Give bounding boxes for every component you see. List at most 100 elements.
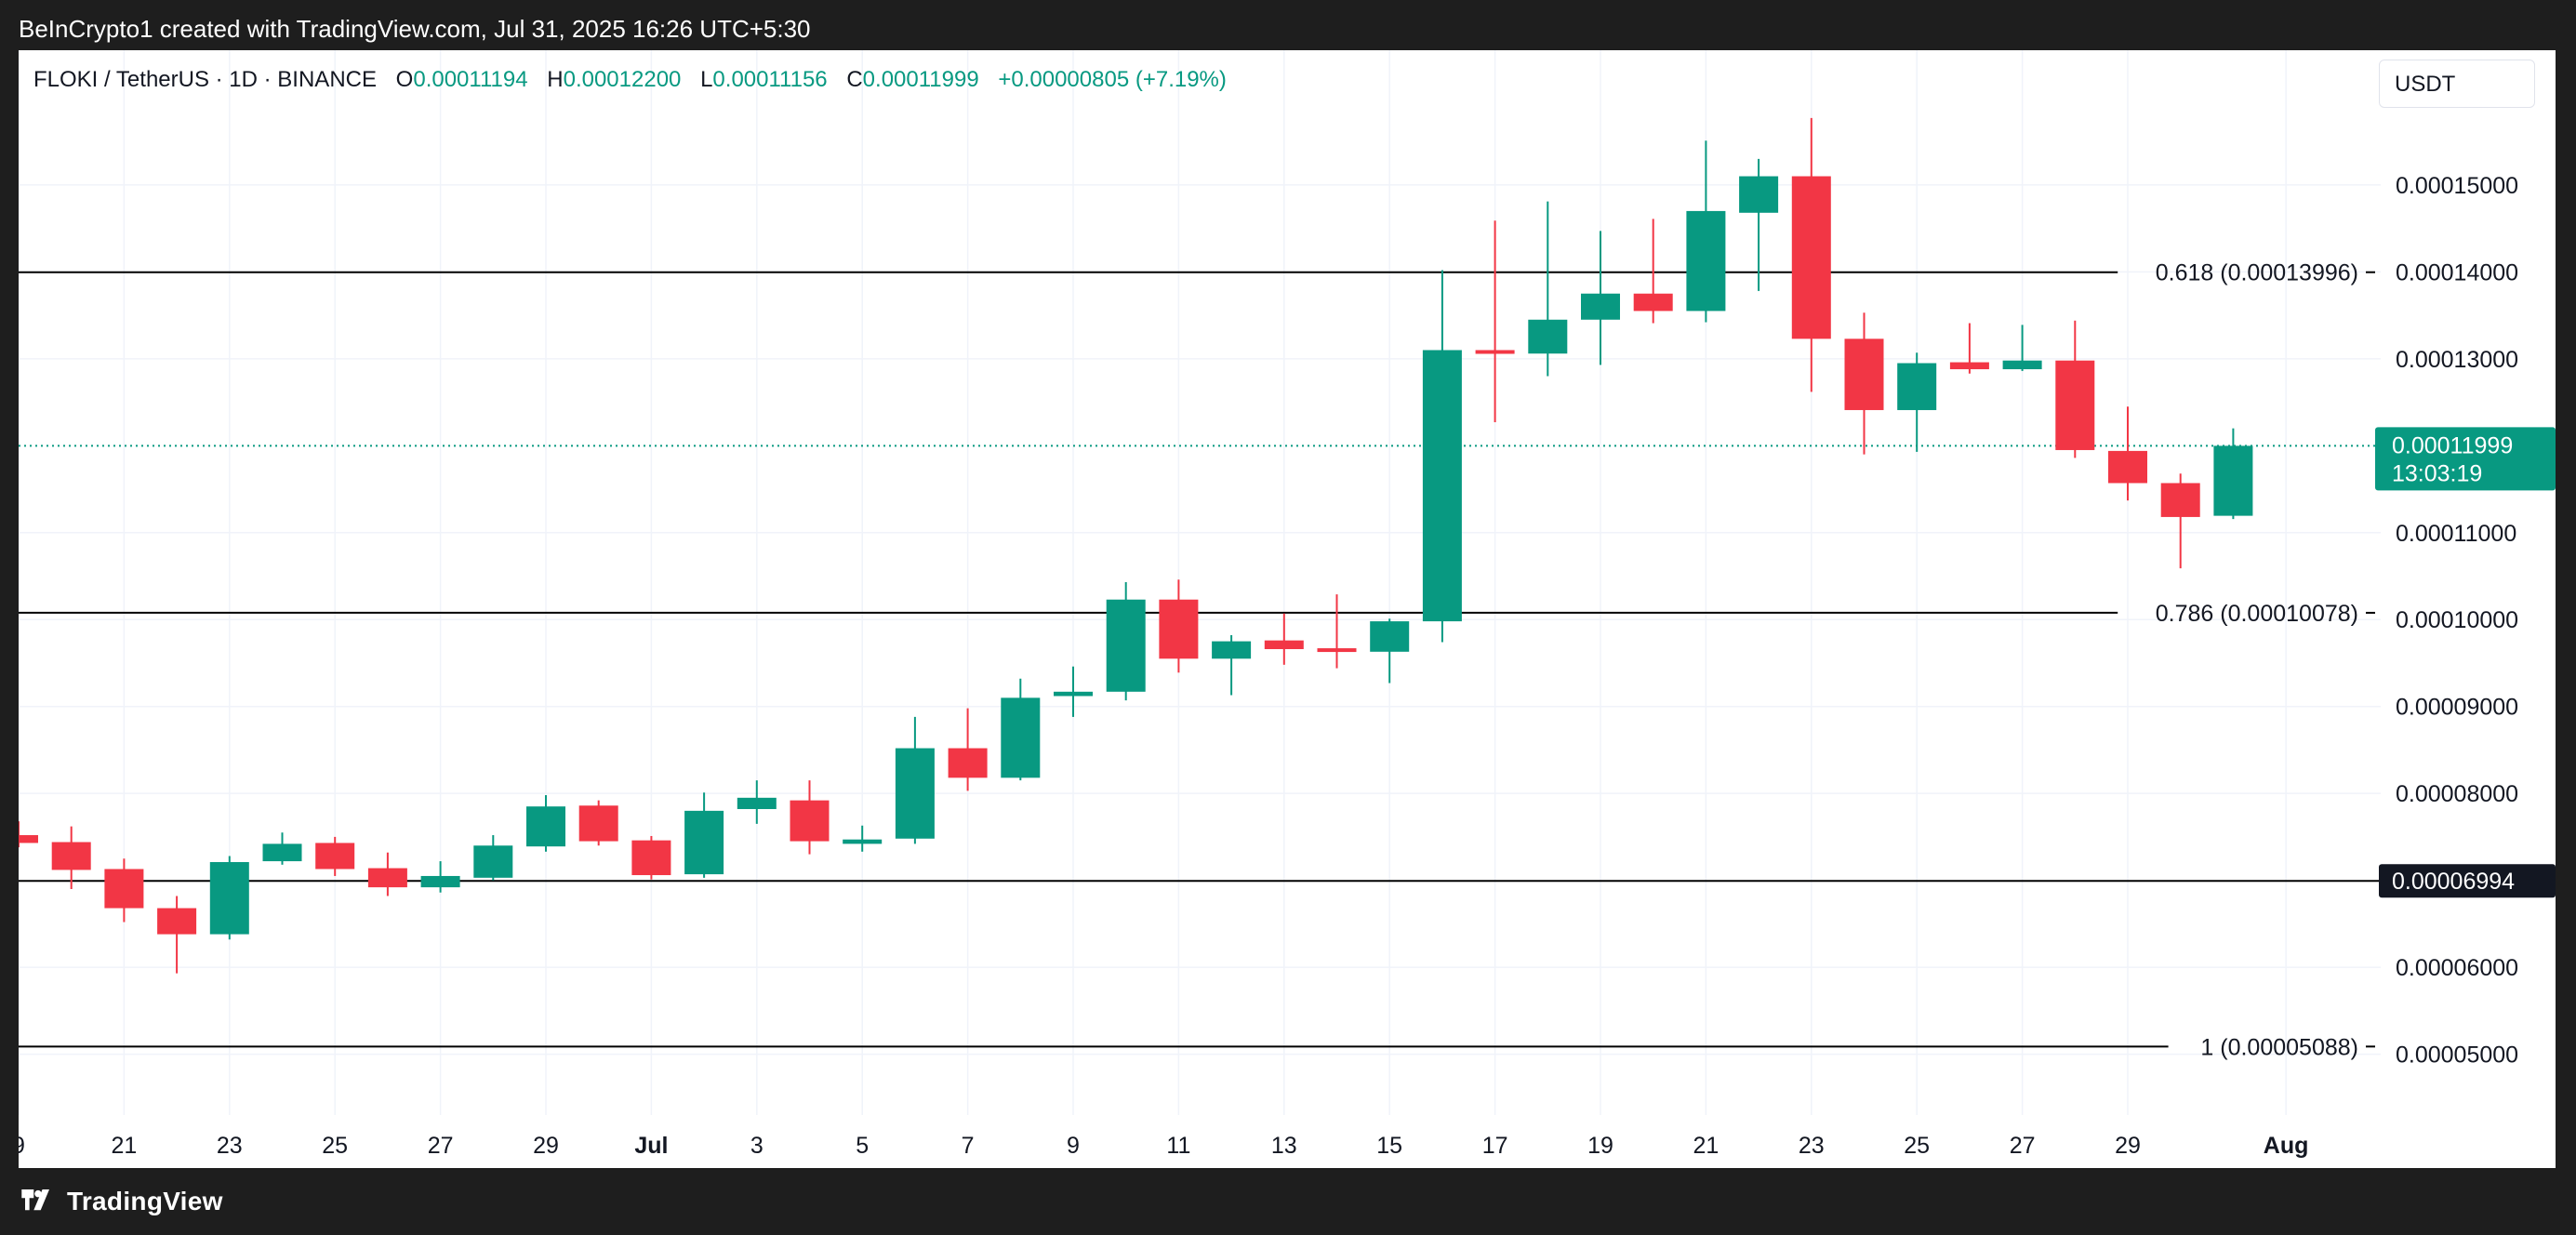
candle-body[interactable] xyxy=(473,845,513,878)
fibonacci-levels[interactable]: 0.618 (0.00013996) 0.786 (0.00010078) 1 (0… xyxy=(19,260,2381,1061)
candle-body[interactable] xyxy=(1317,648,1357,653)
candles[interactable] xyxy=(19,117,2253,974)
close-label: C xyxy=(846,67,863,92)
candle-body[interactable] xyxy=(367,868,407,888)
candle-body[interactable] xyxy=(1264,640,1304,650)
candle-body[interactable] xyxy=(1897,363,1937,410)
candle-body[interactable] xyxy=(1106,599,1146,692)
time-tick-label: Jul xyxy=(634,1133,668,1159)
time-tick-label: 29 xyxy=(2115,1133,2141,1159)
candle-body[interactable] xyxy=(631,840,671,876)
time-tick-label: 29 xyxy=(533,1133,559,1159)
candle-body[interactable] xyxy=(684,810,724,875)
candle-body[interactable] xyxy=(790,800,830,842)
support-price-badge xyxy=(2379,864,2556,898)
currency-selector[interactable]: USDT xyxy=(2379,60,2535,108)
candle-body[interactable] xyxy=(1739,176,1779,213)
candle-body[interactable] xyxy=(1686,210,1726,312)
tradingview-logo[interactable]: TradingView xyxy=(17,1187,223,1216)
time-tick-label: 23 xyxy=(1799,1133,1825,1159)
candle-body[interactable] xyxy=(1001,697,1041,778)
price-tick-label: 0.00014000 xyxy=(2396,259,2518,286)
price-tick-label: 0.00010000 xyxy=(2396,607,2518,633)
time-tick-label: 21 xyxy=(1693,1133,1719,1159)
candle-body[interactable] xyxy=(1791,176,1831,339)
attribution-bar: BeInCrypto1 created with TradingView.com… xyxy=(0,0,2576,50)
close-value: 0.00011999 xyxy=(862,67,979,92)
candle-body[interactable] xyxy=(737,797,777,809)
candle-body[interactable] xyxy=(895,748,935,839)
candle-body[interactable] xyxy=(578,805,618,842)
price-tick-label: 0.00013000 xyxy=(2396,347,2518,373)
candle-body[interactable] xyxy=(315,843,355,870)
low-value: 0.00011156 xyxy=(712,67,828,92)
symbol-name[interactable]: FLOKI / TetherUS · 1D · BINANCE xyxy=(33,67,377,92)
time-tick-label: 17 xyxy=(1482,1133,1508,1159)
axes: 0.00005000 0.00006000 0.00008000 0.00009000… xyxy=(19,173,2518,1159)
candle-body[interactable] xyxy=(2002,360,2042,370)
candle-body[interactable] xyxy=(2055,360,2095,450)
candle-body[interactable] xyxy=(1528,319,1568,354)
time-tick-label: 27 xyxy=(2010,1133,2036,1159)
candle-body[interactable] xyxy=(526,806,565,847)
price-change: +0.00000805 (+7.19%) xyxy=(998,67,1227,92)
open-value: 0.00011194 xyxy=(413,67,528,92)
open-label: O xyxy=(395,67,414,92)
tradingview-logo-icon xyxy=(21,1189,49,1211)
last-price-badge xyxy=(2375,427,2556,491)
time-tick-label: 11 xyxy=(1166,1133,1190,1159)
candle-body[interactable] xyxy=(19,835,38,843)
price-tick-label: 0.00011000 xyxy=(2396,521,2516,547)
candle-body[interactable] xyxy=(104,869,144,909)
candle-body[interactable] xyxy=(1949,362,1989,370)
candle-body[interactable] xyxy=(948,748,988,778)
grid xyxy=(19,50,2381,1115)
time-tick-label: 15 xyxy=(1376,1133,1402,1159)
candle-body[interactable] xyxy=(1475,350,1515,354)
attribution-text: BeInCrypto1 created with TradingView.com… xyxy=(19,15,811,43)
time-tick-label: Aug xyxy=(2264,1133,2309,1159)
chart-panel[interactable]: 0.618 (0.00013996) 0.786 (0.00010078) 1 (0… xyxy=(19,50,2556,1168)
time-tick-label: 27 xyxy=(428,1133,454,1159)
currency-label: USDT xyxy=(2395,72,2456,97)
footer-bar: TradingView xyxy=(0,1168,2576,1235)
candle-body[interactable] xyxy=(1581,293,1620,320)
high-label: H xyxy=(547,67,564,92)
candle-body[interactable] xyxy=(1422,350,1462,622)
time-tick-label: 9 xyxy=(1067,1133,1080,1159)
time-tick-label: 19 xyxy=(1587,1133,1613,1159)
candle-body[interactable] xyxy=(1633,293,1673,312)
candle-body[interactable] xyxy=(51,842,91,870)
candle-body[interactable] xyxy=(209,862,249,935)
time-tick-label: 7 xyxy=(962,1133,975,1159)
tradingview-brand: TradingView xyxy=(67,1187,223,1215)
candle-body[interactable] xyxy=(2108,450,2147,484)
high-value: 0.00012200 xyxy=(563,67,682,92)
candle-body[interactable] xyxy=(1370,621,1410,652)
time-tick-label: 25 xyxy=(1904,1133,1930,1159)
candle-body[interactable] xyxy=(1054,691,1093,697)
candle-body[interactable] xyxy=(2160,483,2200,517)
price-chart[interactable]: 0.618 (0.00013996) 0.786 (0.00010078) 1 (0… xyxy=(19,50,2556,1168)
candle-body[interactable] xyxy=(2213,445,2253,516)
price-tick-label: 0.00005000 xyxy=(2396,1042,2518,1069)
low-label: L xyxy=(700,67,713,92)
price-tick-label: 0.00009000 xyxy=(2396,695,2518,721)
candle-body[interactable] xyxy=(843,839,883,844)
candle-body[interactable] xyxy=(1844,339,1884,410)
support-price-badge-text: 0.00006994 xyxy=(2392,869,2515,895)
candle-body[interactable] xyxy=(1212,641,1252,659)
candle-body[interactable] xyxy=(157,908,197,935)
price-tick-label: 0.00006000 xyxy=(2396,955,2518,981)
fib-level-label: 0.618 (0.00013996) xyxy=(2156,260,2358,286)
fib-level-label: 0.786 (0.00010078) xyxy=(2156,601,2358,627)
time-tick-label: 5 xyxy=(856,1133,869,1159)
candle-body[interactable] xyxy=(1159,599,1199,659)
time-tick-label: 13 xyxy=(1271,1133,1297,1159)
time-tick-label: 9 xyxy=(19,1133,25,1159)
symbol-legend: FLOKI / TetherUS · 1D · BINANCE O0.00011… xyxy=(33,67,1227,93)
last-price-badge-text: 0.00011999 xyxy=(2392,432,2513,458)
candle-body[interactable] xyxy=(262,843,302,862)
candle-body[interactable] xyxy=(420,875,460,888)
